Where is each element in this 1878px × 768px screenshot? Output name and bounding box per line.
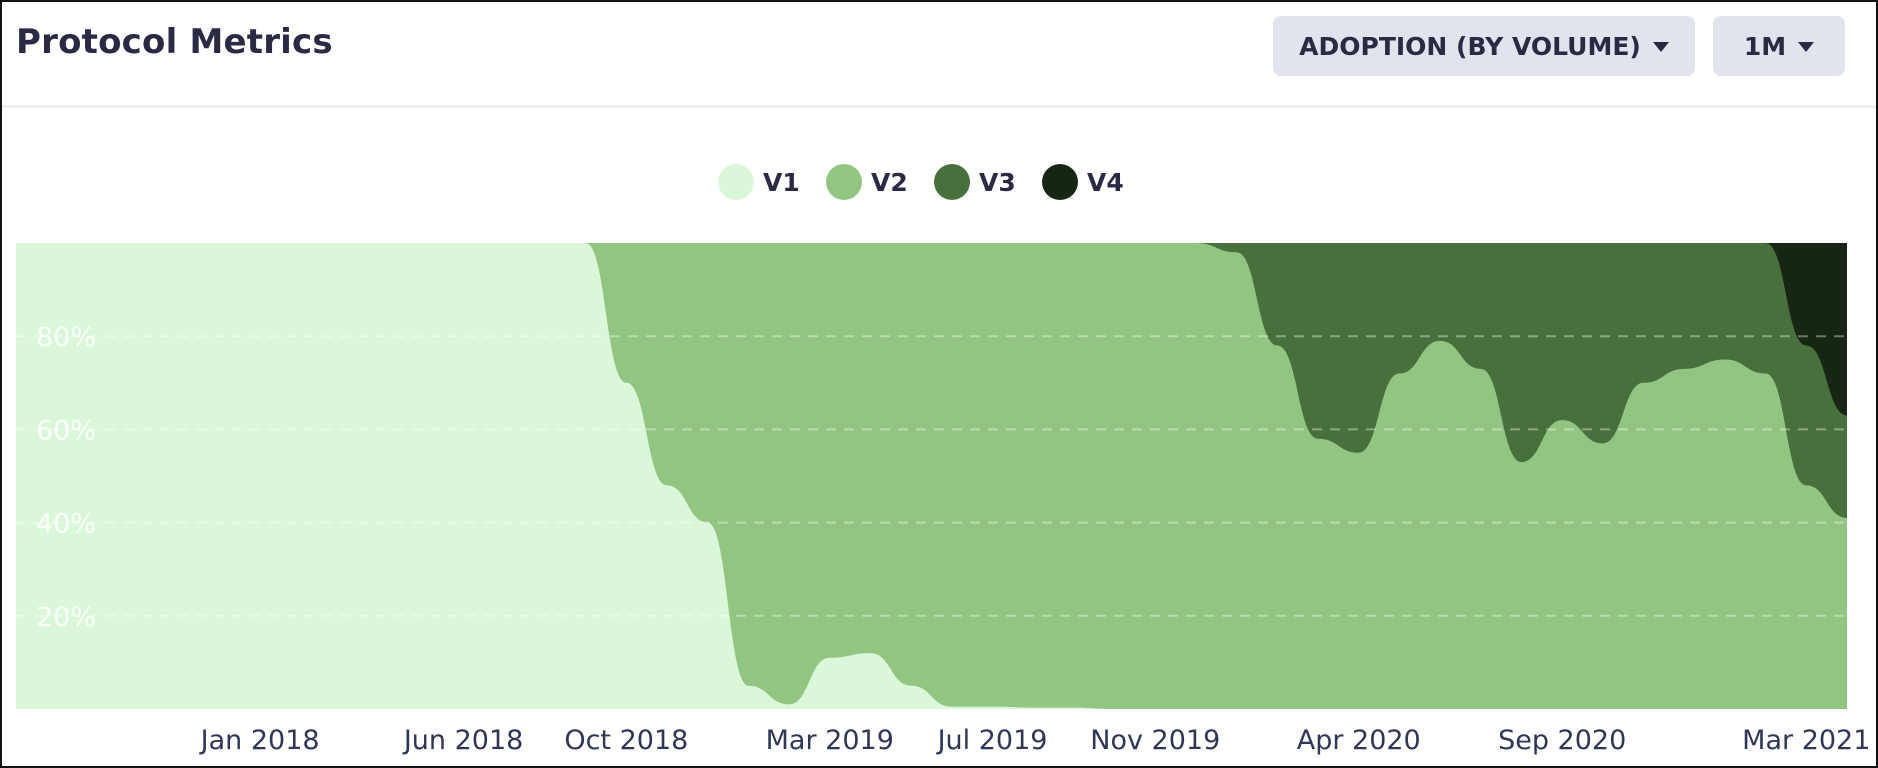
panel-header: Protocol Metrics ADOPTION (BY VOLUME) 1M [2,2,1876,108]
legend-label: V3 [979,168,1016,197]
x-tick-label: Sep 2020 [1498,725,1626,756]
legend-item-v1[interactable]: V1 [718,164,800,200]
x-tick-label: Mar 2021 [1742,725,1870,756]
x-tick-label: Jan 2018 [199,725,320,756]
legend-swatch [826,164,862,200]
x-tick-label: Nov 2019 [1090,725,1220,756]
legend-item-v3[interactable]: V3 [934,164,1016,200]
legend-swatch [718,164,754,200]
y-axis: 20% 40% 60% 80% [36,322,96,633]
metric-dropdown-label: ADOPTION (BY VOLUME) [1299,31,1641,61]
chevron-down-icon [1798,42,1815,52]
x-tick-label: Apr 2020 [1297,725,1421,756]
page-title: Protocol Metrics [16,22,333,62]
x-tick-label: Jun 2018 [402,725,523,756]
time-range-dropdown[interactable]: 1M [1713,16,1845,76]
x-tick-label: Mar 2019 [766,725,894,756]
legend-swatch [934,164,970,200]
time-range-dropdown-label: 1M [1743,31,1787,61]
chevron-down-icon [1652,42,1669,52]
legend-label: V4 [1087,168,1124,197]
chart-legend: V1 V2 V3 V4 [718,164,1124,200]
legend-label: V1 [763,168,800,197]
stacked-areas [16,243,1847,709]
legend-label: V2 [871,168,908,197]
x-tick-label: Oct 2018 [564,725,688,756]
legend-item-v4[interactable]: V4 [1042,164,1124,200]
area-series-v1 [16,243,1847,709]
metric-dropdown[interactable]: ADOPTION (BY VOLUME) [1273,16,1695,76]
y-tick-label: 60% [36,415,96,446]
y-tick-label: 40% [36,509,96,540]
x-tick-label: Jul 2019 [936,725,1048,756]
x-axis: Jan 2018 Jun 2018 Oct 2018 Mar 2019 Jul 2019… [199,725,1871,756]
y-tick-label: 80% [36,322,96,353]
y-tick-label: 20% [36,602,96,633]
adoption-area-chart: V1 V2 V3 V4 20% 40% 60% 80% Jan 2018 Jun 2018 Oc… [16,164,1871,756]
legend-item-v2[interactable]: V2 [826,164,908,200]
legend-swatch [1042,164,1078,200]
